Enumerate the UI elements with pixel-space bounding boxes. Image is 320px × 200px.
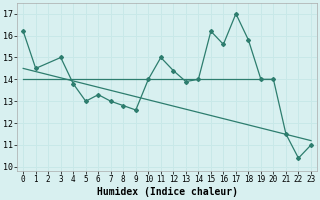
X-axis label: Humidex (Indice chaleur): Humidex (Indice chaleur) [97,187,237,197]
